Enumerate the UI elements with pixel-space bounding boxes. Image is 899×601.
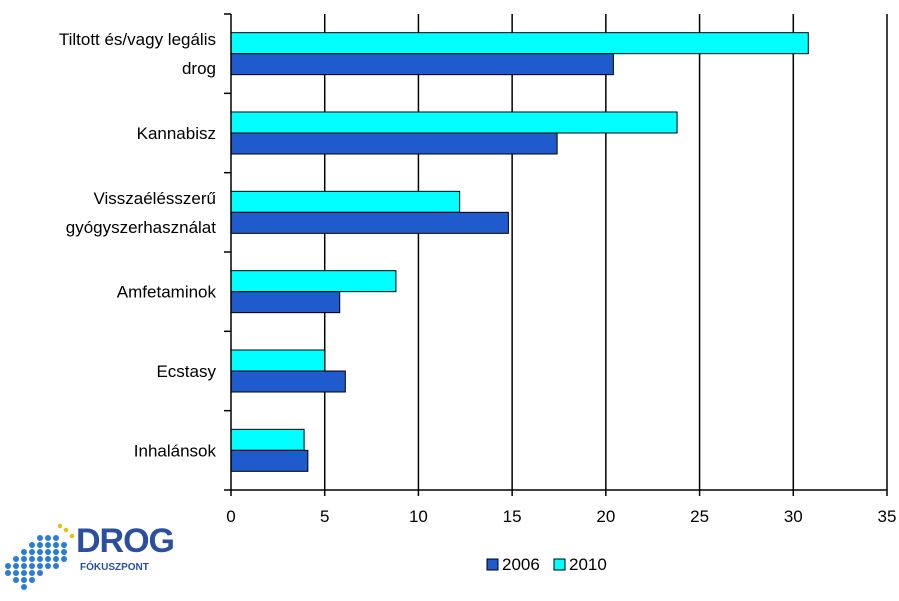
bar-2010 xyxy=(230,111,678,134)
legend-swatch-2010 xyxy=(553,558,566,571)
category-label: drog xyxy=(182,59,216,78)
legend-label: 2010 xyxy=(569,555,607,574)
category-label: Ecstasy xyxy=(156,362,216,381)
x-tick-labels: 0 5 10 15 20 25 30 35 xyxy=(226,507,896,526)
x-tick-label: 10 xyxy=(409,507,428,526)
grid-lines xyxy=(323,14,888,490)
category-label: Inhalánsok xyxy=(134,441,217,460)
bar-2006 xyxy=(230,211,509,234)
bar-2010 xyxy=(230,32,809,55)
bar-2006 xyxy=(230,132,558,155)
x-tick-label: 20 xyxy=(596,507,615,526)
bar-2010 xyxy=(230,270,397,293)
bar-2010 xyxy=(230,190,461,213)
x-tick-label: 0 xyxy=(226,507,235,526)
bars xyxy=(230,32,809,472)
bar-2006 xyxy=(230,449,309,472)
x-tick-label: 30 xyxy=(784,507,803,526)
x-tick-label: 15 xyxy=(503,507,522,526)
category-label: Amfetaminok xyxy=(117,283,217,302)
x-tick-label: 25 xyxy=(690,507,709,526)
x-tick-label: 5 xyxy=(320,507,329,526)
bar-2010 xyxy=(230,428,305,451)
axes xyxy=(224,13,888,496)
category-labels: Tiltott és/vagy legális drog Kannabisz Viss… xyxy=(59,30,217,460)
logo-word: DROG xyxy=(76,522,175,560)
category-label: gyógyszerhasználat xyxy=(66,218,217,237)
legend-swatch-2006 xyxy=(486,558,499,571)
bar-2006 xyxy=(230,291,341,314)
logo-subtitle: FÓKUSZPONT xyxy=(80,562,149,573)
bar-2006 xyxy=(230,53,614,76)
bar-2006 xyxy=(230,370,346,393)
x-tick-label: 35 xyxy=(878,507,897,526)
legend-label: 2006 xyxy=(502,555,540,574)
category-label: Tiltott és/vagy legális xyxy=(59,30,216,49)
category-label: Kannabisz xyxy=(137,124,216,143)
logo-dots-icon xyxy=(5,523,75,590)
bar-2010 xyxy=(230,349,326,372)
category-label: Visszaélésszerű xyxy=(93,189,216,208)
drog-fokuszpont-logo: DROG FÓKUSZPONT xyxy=(0,516,180,596)
legend: 2006 2010 xyxy=(486,555,607,574)
